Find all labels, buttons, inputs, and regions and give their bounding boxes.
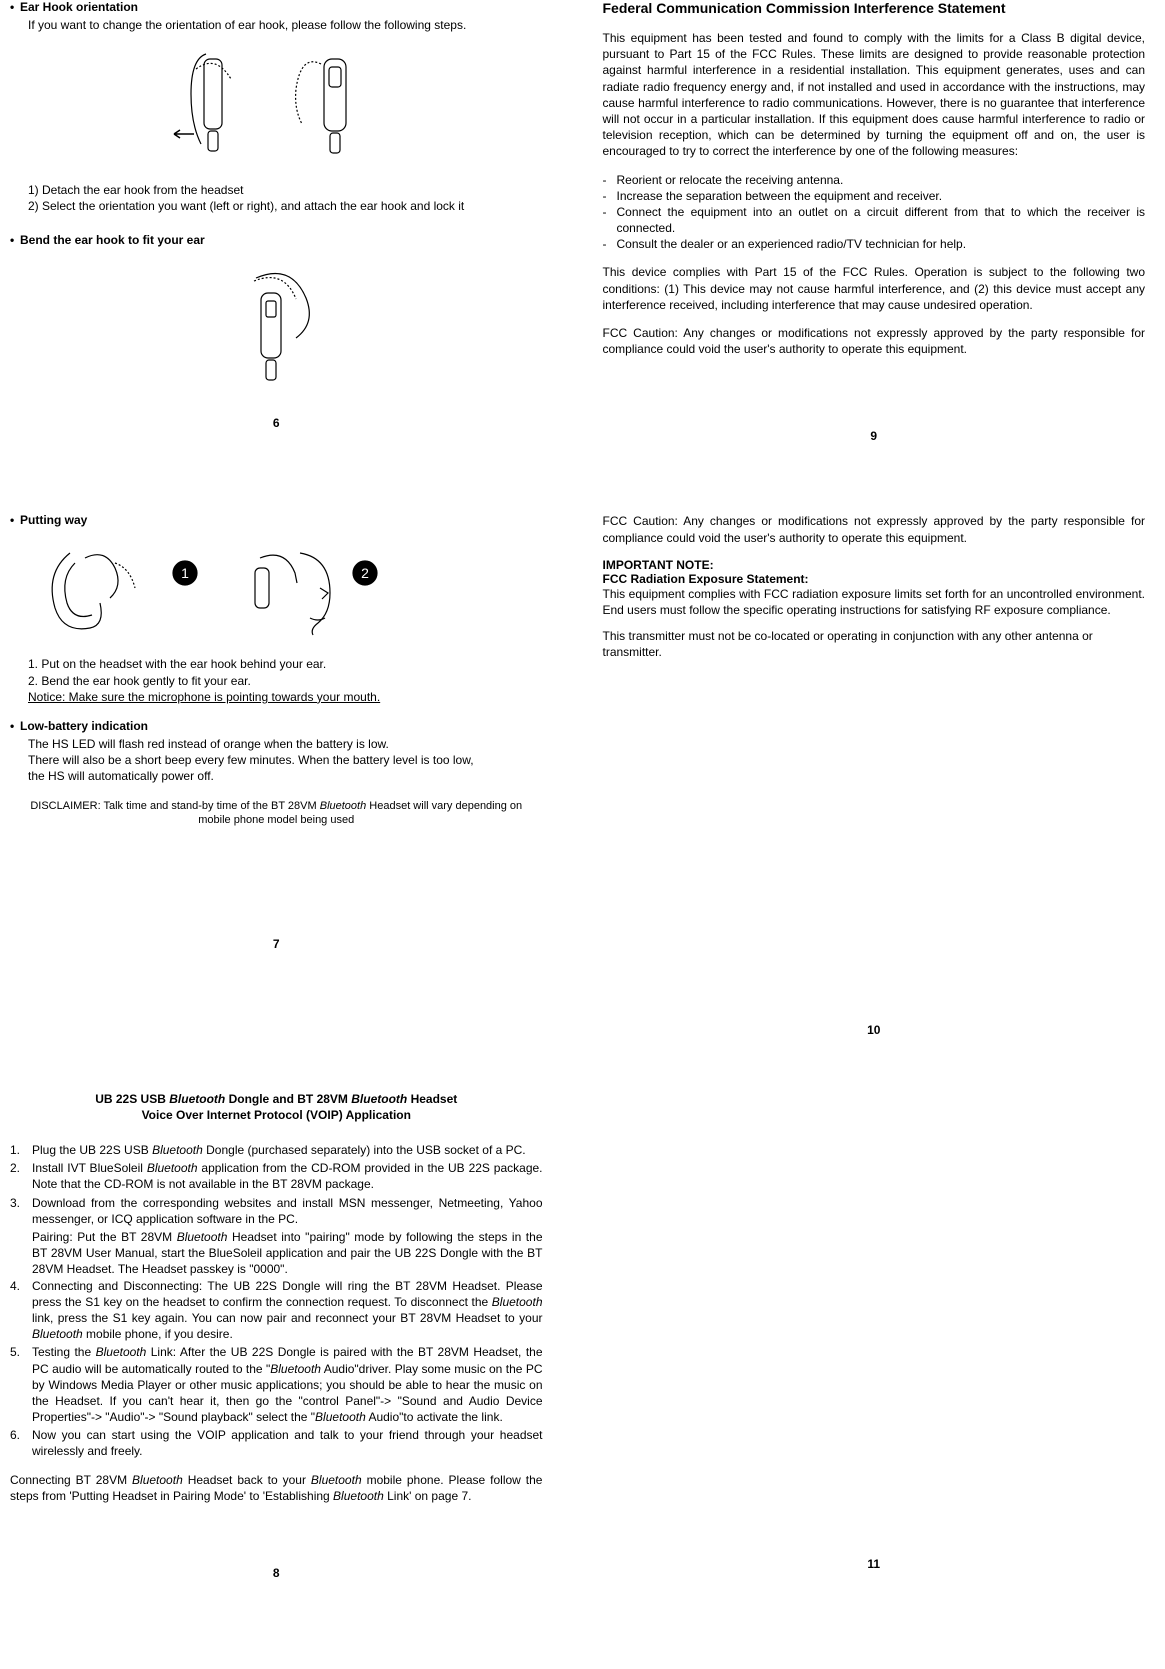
voip-step-6: 6. Now you can start using the VOIP appl… [10, 1427, 543, 1459]
p10-para1: FCC Caution: Any changes or modification… [603, 513, 1146, 545]
page-number: 7 [10, 937, 543, 951]
fcc-measures: -Reorient or relocate the receiving ante… [603, 172, 1146, 253]
fcc-para-1: This equipment has been tested and found… [603, 30, 1146, 160]
voip-step-1: 1.Plug the UB 22S USB Bluetooth Dongle (… [10, 1142, 543, 1158]
page-number: 11 [603, 1557, 1146, 1571]
p10-para3: This transmitter must not be co-located … [603, 628, 1146, 660]
page-11: 11 [583, 1067, 1165, 1611]
heading-text: Putting way [20, 513, 87, 527]
voip-steps: 1.Plug the UB 22S USB Bluetooth Dongle (… [10, 1142, 543, 1460]
voip-step-4: 4.Connecting and Disconnecting: The UB 2… [10, 1278, 543, 1343]
heading-text: Ear Hook orientation [20, 0, 138, 14]
important-note: IMPORTANT NOTE: [603, 558, 1146, 572]
svg-text:1: 1 [181, 565, 189, 581]
putting-illustration: 1 2 [30, 533, 543, 646]
voip-step-3: 3.Download from the corresponding websit… [10, 1195, 543, 1227]
disclaimer: DISCLAIMER: Talk time and stand-by time … [10, 799, 543, 828]
svg-text:2: 2 [361, 565, 369, 581]
low-3: the HS will automatically power off. [28, 768, 543, 784]
intro-text: If you want to change the orientation of… [28, 17, 543, 33]
heading-putting: •Putting way [10, 513, 543, 527]
voip-title: UB 22S USB Bluetooth Dongle and BT 28VM … [10, 1091, 543, 1125]
page-number: 10 [603, 1023, 1146, 1037]
measure-2: -Increase the separation between the equ… [603, 188, 1146, 204]
step-1: 1) Detach the ear hook from the headset [28, 182, 543, 198]
put-step-1: 1. Put on the headset with the ear hook … [28, 656, 543, 672]
voip-step-2: 2.Install IVT BlueSoleil Bluetooth appli… [10, 1160, 543, 1192]
ear-hook-illustration [10, 39, 543, 172]
heading-ear-hook: •Ear Hook orientation [10, 0, 543, 14]
page-number: 9 [603, 429, 1146, 443]
fcc-para-3: FCC Caution: Any changes or modification… [603, 325, 1146, 357]
page-6: •Ear Hook orientation If you want to cha… [0, 0, 583, 473]
voip-step-3-pairing: Pairing: Put the BT 28VM Bluetooth Heads… [32, 1229, 543, 1278]
radiation-heading: FCC Radiation Exposure Statement: [603, 572, 1146, 586]
connecting-back: Connecting BT 28VM Bluetooth Headset bac… [10, 1472, 543, 1504]
put-notice: Notice: Make sure the microphone is poin… [28, 689, 543, 705]
fcc-title: Federal Communication Commission Interfe… [603, 0, 1146, 16]
heading-bend: •Bend the ear hook to fit your ear [10, 233, 543, 247]
measure-3: -Connect the equipment into an outlet on… [603, 204, 1146, 236]
heading-low-battery: •Low-battery indication [10, 719, 543, 733]
put-step-2: 2. Bend the ear hook gently to fit your … [28, 673, 543, 689]
page-9: Federal Communication Commission Interfe… [583, 0, 1165, 473]
voip-step-5: 5. Testing the Bluetooth Link: After the… [10, 1344, 543, 1425]
p10-para2: This equipment complies with FCC radiati… [603, 586, 1146, 618]
page-10: FCC Caution: Any changes or modification… [583, 473, 1165, 1066]
measure-4: -Consult the dealer or an experienced ra… [603, 236, 1146, 252]
bend-illustration [10, 253, 543, 396]
measure-1: -Reorient or relocate the receiving ante… [603, 172, 1146, 188]
heading-text: Low-battery indication [20, 719, 148, 733]
low-1: The HS LED will flash red instead of ora… [28, 736, 543, 752]
heading-text: Bend the ear hook to fit your ear [20, 233, 205, 247]
page-7: •Putting way 1 [0, 473, 583, 1066]
low-2: There will also be a short beep every fe… [28, 752, 543, 768]
page-number: 8 [10, 1566, 543, 1580]
page-number: 6 [10, 416, 543, 430]
page-8: UB 22S USB Bluetooth Dongle and BT 28VM … [0, 1067, 583, 1611]
step-2: 2) Select the orientation you want (left… [28, 198, 543, 214]
fcc-para-2: This device complies with Part 15 of the… [603, 264, 1146, 313]
